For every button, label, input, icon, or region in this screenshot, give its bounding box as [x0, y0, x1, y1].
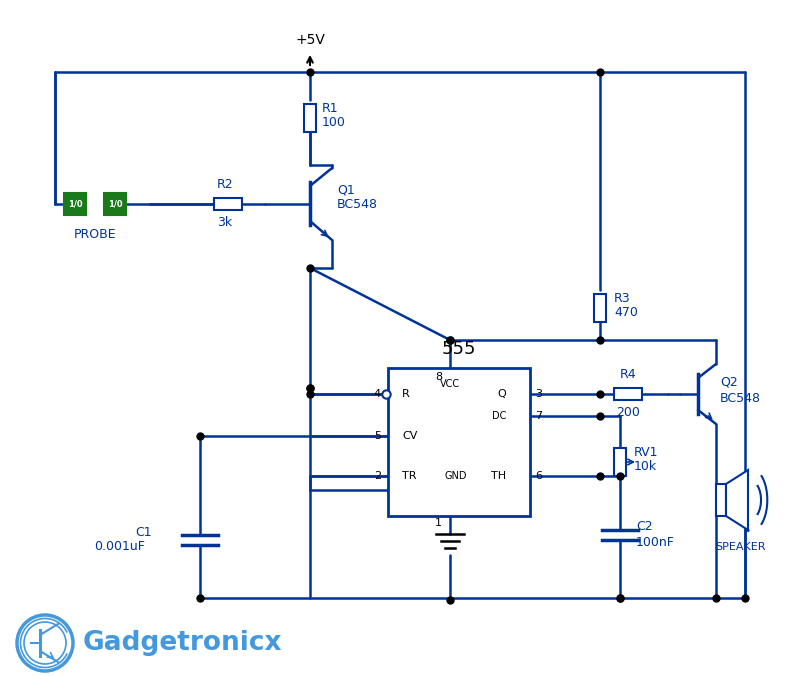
Text: DC: DC [492, 411, 506, 421]
Text: R2: R2 [217, 178, 234, 191]
Bar [64, 193, 86, 215]
Text: 5: 5 [374, 431, 381, 441]
Text: +5V: +5V [295, 33, 325, 47]
Text: TR: TR [402, 471, 417, 481]
Text: SPEAKER: SPEAKER [714, 542, 766, 552]
Text: PROBE: PROBE [74, 228, 116, 241]
Text: Gadgetronicx: Gadgetronicx [83, 630, 282, 656]
Bar [614, 448, 626, 476]
Bar [594, 294, 606, 322]
Text: 4: 4 [374, 389, 381, 399]
Text: 1/0: 1/0 [108, 199, 122, 208]
Polygon shape [726, 470, 748, 530]
Bar [304, 104, 316, 132]
Text: C2: C2 [636, 521, 653, 533]
Text: C1: C1 [135, 525, 152, 539]
Text: 2: 2 [374, 471, 381, 481]
Bar [214, 198, 242, 210]
Text: 200: 200 [616, 406, 640, 419]
Text: CV: CV [402, 431, 418, 441]
Text: 555: 555 [442, 340, 476, 358]
Text: 3: 3 [535, 389, 542, 399]
Text: 7: 7 [535, 411, 542, 421]
Text: BC548: BC548 [337, 197, 378, 210]
Text: R4: R4 [620, 368, 636, 381]
Text: 8: 8 [435, 372, 442, 382]
Text: 6: 6 [535, 471, 542, 481]
Text: 10k: 10k [634, 460, 657, 473]
Text: TH: TH [491, 471, 506, 481]
Text: VCC: VCC [440, 379, 460, 389]
Text: 470: 470 [614, 306, 638, 320]
Text: 3k: 3k [218, 216, 233, 229]
Text: 100: 100 [322, 116, 346, 128]
Text: 1/0: 1/0 [68, 199, 82, 208]
Text: 0.001uF: 0.001uF [94, 541, 145, 554]
Text: 100nF: 100nF [636, 535, 675, 548]
Text: BC548: BC548 [720, 391, 761, 404]
Bar [388, 368, 530, 516]
Text: RV1: RV1 [634, 445, 658, 458]
Text: Q1: Q1 [337, 183, 354, 197]
Text: R: R [402, 389, 410, 399]
Text: 1: 1 [435, 518, 442, 528]
Bar [716, 484, 726, 516]
Text: R1: R1 [322, 101, 338, 114]
Bar [104, 193, 126, 215]
Text: Q2: Q2 [720, 375, 738, 389]
Text: R3: R3 [614, 291, 630, 304]
Text: GND: GND [445, 471, 467, 481]
Text: Q: Q [498, 389, 506, 399]
Bar [614, 388, 642, 400]
